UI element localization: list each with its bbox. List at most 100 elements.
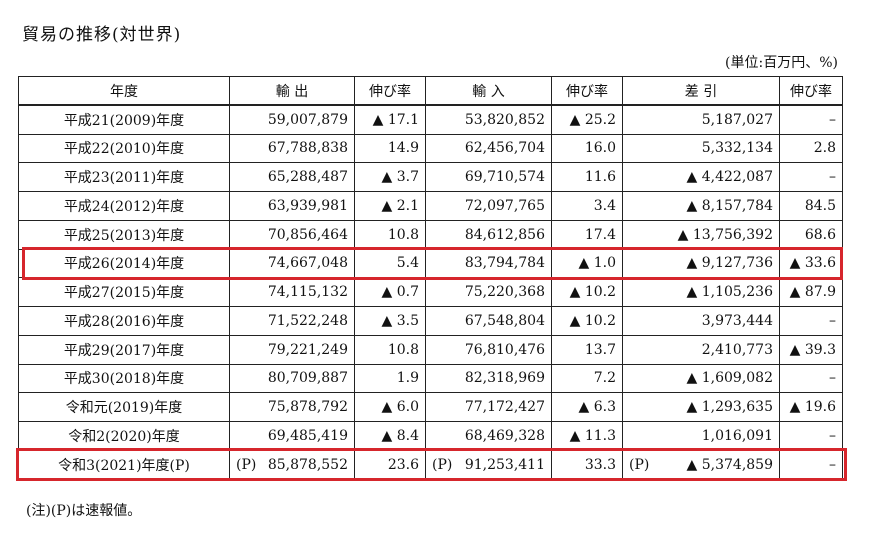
cell-imports: 69,710,574 [425,162,552,192]
cell-imports-rate: 3.4 [551,191,623,221]
cell-imports-rate: ▲ 10.2 [551,306,623,336]
preliminary-mark: (P) [629,456,650,473]
cell-balance: 2,410,773 [622,334,780,365]
cell-balance: ▲ 8,157,784 [622,191,780,221]
cell-exports-rate: 5.4 [354,248,426,279]
cell-imports: (P) 91,253,411 [425,449,552,480]
table-row: 令和2(2020)年度 69,485,419 ▲ 8.4 68,469,328 … [18,421,843,451]
footnote: (注)(P)は速報値。 [26,503,142,519]
preliminary-mark: (P) [432,456,453,473]
cell-balance: 3,973,444 [622,306,780,336]
cell-balance-rate: ▲ 39.3 [779,334,843,365]
cell-exports-rate: ▲ 0.7 [354,277,426,307]
cell-imports-rate: 7.2 [551,363,623,394]
cell-imports-rate: 13.7 [551,334,623,365]
cell-exports: 65,288,487 [229,162,355,192]
cell-exports: 74,667,048 [229,248,355,279]
cell-exports: 70,856,464 [229,219,355,250]
cell-balance-rate: 2.8 [779,133,843,164]
page-title: 貿易の推移(対世界) [22,25,182,45]
cell-year: 平成23(2011)年度 [18,162,230,192]
cell-balance: ▲ 1,105,236 [622,277,780,307]
cell-imports-rate: ▲ 6.3 [551,392,623,422]
cell-balance-rate: ▲ 87.9 [779,277,843,307]
table-row: 令和元(2019)年度 75,878,792 ▲ 6.0 77,172,427 … [18,392,843,422]
cell-balance: ▲ 13,756,392 [622,219,780,250]
cell-exports-rate: ▲ 8.4 [354,421,426,451]
cell-year: 平成28(2016)年度 [18,306,230,336]
table-header-row: 年度 輸 出 伸び率 輸 入 伸び率 差 引 伸び率 [18,76,843,106]
cell-year: 平成30(2018)年度 [18,363,230,394]
cell-year: 平成21(2009)年度 [18,104,230,135]
table-row: 平成27(2015)年度 74,115,132 ▲ 0.7 75,220,368… [18,277,843,307]
cell-exports: 67,788,838 [229,133,355,164]
cell-balance-rate: – [779,104,843,135]
cell-year: 平成26(2014)年度 [18,248,230,279]
cell-imports-rate: ▲ 1.0 [551,248,623,279]
cell-balance-rate: 68.6 [779,219,843,250]
cell-balance-rate: – [779,363,843,394]
cell-imports-rate: 33.3 [551,449,623,480]
table-row: 平成24(2012)年度 63,939,981 ▲ 2.1 72,097,765… [18,191,843,221]
cell-exports: 74,115,132 [229,277,355,307]
cell-balance-rate: ▲ 19.6 [779,392,843,422]
header-exports-rate: 伸び率 [354,76,426,106]
cell-balance: ▲ 9,127,736 [622,248,780,279]
cell-exports-rate: 10.8 [354,334,426,365]
table-row: 平成25(2013)年度 70,856,464 10.8 84,612,856 … [18,219,843,250]
table-row: 平成22(2010)年度 67,788,838 14.9 62,456,704 … [18,133,843,164]
trade-table: 年度 輸 出 伸び率 輸 入 伸び率 差 引 伸び率 平成21(2009)年度 … [18,76,843,480]
cell-exports: 79,221,249 [229,334,355,365]
cell-exports: 80,709,887 [229,363,355,394]
cell-year: 平成29(2017)年度 [18,334,230,365]
cell-balance-rate: – [779,421,843,451]
table-row: 平成23(2011)年度 65,288,487 ▲ 3.7 69,710,574… [18,162,843,192]
cell-exports-rate: ▲ 2.1 [354,191,426,221]
cell-balance-rate: – [779,449,843,480]
cell-imports-rate: 16.0 [551,133,623,164]
cell-balance: 1,016,091 [622,421,780,451]
cell-exports-rate: ▲ 3.5 [354,306,426,336]
cell-balance: 5,187,027 [622,104,780,135]
header-exports: 輸 出 [229,76,355,106]
cell-exports: (P) 85,878,552 [229,449,355,480]
table-row: 平成29(2017)年度 79,221,249 10.8 76,810,476 … [18,334,843,365]
cell-balance: ▲ 4,422,087 [622,162,780,192]
cell-exports: 63,939,981 [229,191,355,221]
cell-imports: 83,794,784 [425,248,552,279]
cell-imports: 62,456,704 [425,133,552,164]
cell-exports-rate: 23.6 [354,449,426,480]
cell-balance: 5,332,134 [622,133,780,164]
cell-exports-rate: ▲ 6.0 [354,392,426,422]
cell-balance-value: ▲ 5,374,859 [686,456,773,473]
cell-year: 平成24(2012)年度 [18,191,230,221]
cell-balance: ▲ 1,293,635 [622,392,780,422]
cell-imports: 77,172,427 [425,392,552,422]
cell-imports: 72,097,765 [425,191,552,221]
cell-imports: 75,220,368 [425,277,552,307]
cell-year: 令和2(2020)年度 [18,421,230,451]
cell-year: 令和3(2021)年度(P) [18,449,230,480]
cell-imports-rate: 11.6 [551,162,623,192]
cell-imports-rate: ▲ 25.2 [551,104,623,135]
table-row: 平成26(2014)年度 74,667,048 5.4 83,794,784 ▲… [18,248,843,279]
table-row: 平成21(2009)年度 59,007,879 ▲ 17.1 53,820,85… [18,104,843,135]
cell-imports: 68,469,328 [425,421,552,451]
header-imports: 輸 入 [425,76,552,106]
cell-year: 令和元(2019)年度 [18,392,230,422]
unit-label: (単位:百万円、%) [725,55,838,71]
cell-imports: 84,612,856 [425,219,552,250]
cell-exports: 75,878,792 [229,392,355,422]
cell-exports-value: 85,878,552 [267,456,348,473]
cell-year: 平成25(2013)年度 [18,219,230,250]
header-balance-rate: 伸び率 [779,76,843,106]
cell-imports: 67,548,804 [425,306,552,336]
cell-exports: 71,522,248 [229,306,355,336]
header-balance: 差 引 [622,76,780,106]
cell-exports-rate: ▲ 17.1 [354,104,426,135]
cell-imports-rate: ▲ 11.3 [551,421,623,451]
cell-exports-rate: 10.8 [354,219,426,250]
cell-exports: 59,007,879 [229,104,355,135]
cell-imports-value: 91,253,411 [464,456,545,473]
cell-imports: 53,820,852 [425,104,552,135]
